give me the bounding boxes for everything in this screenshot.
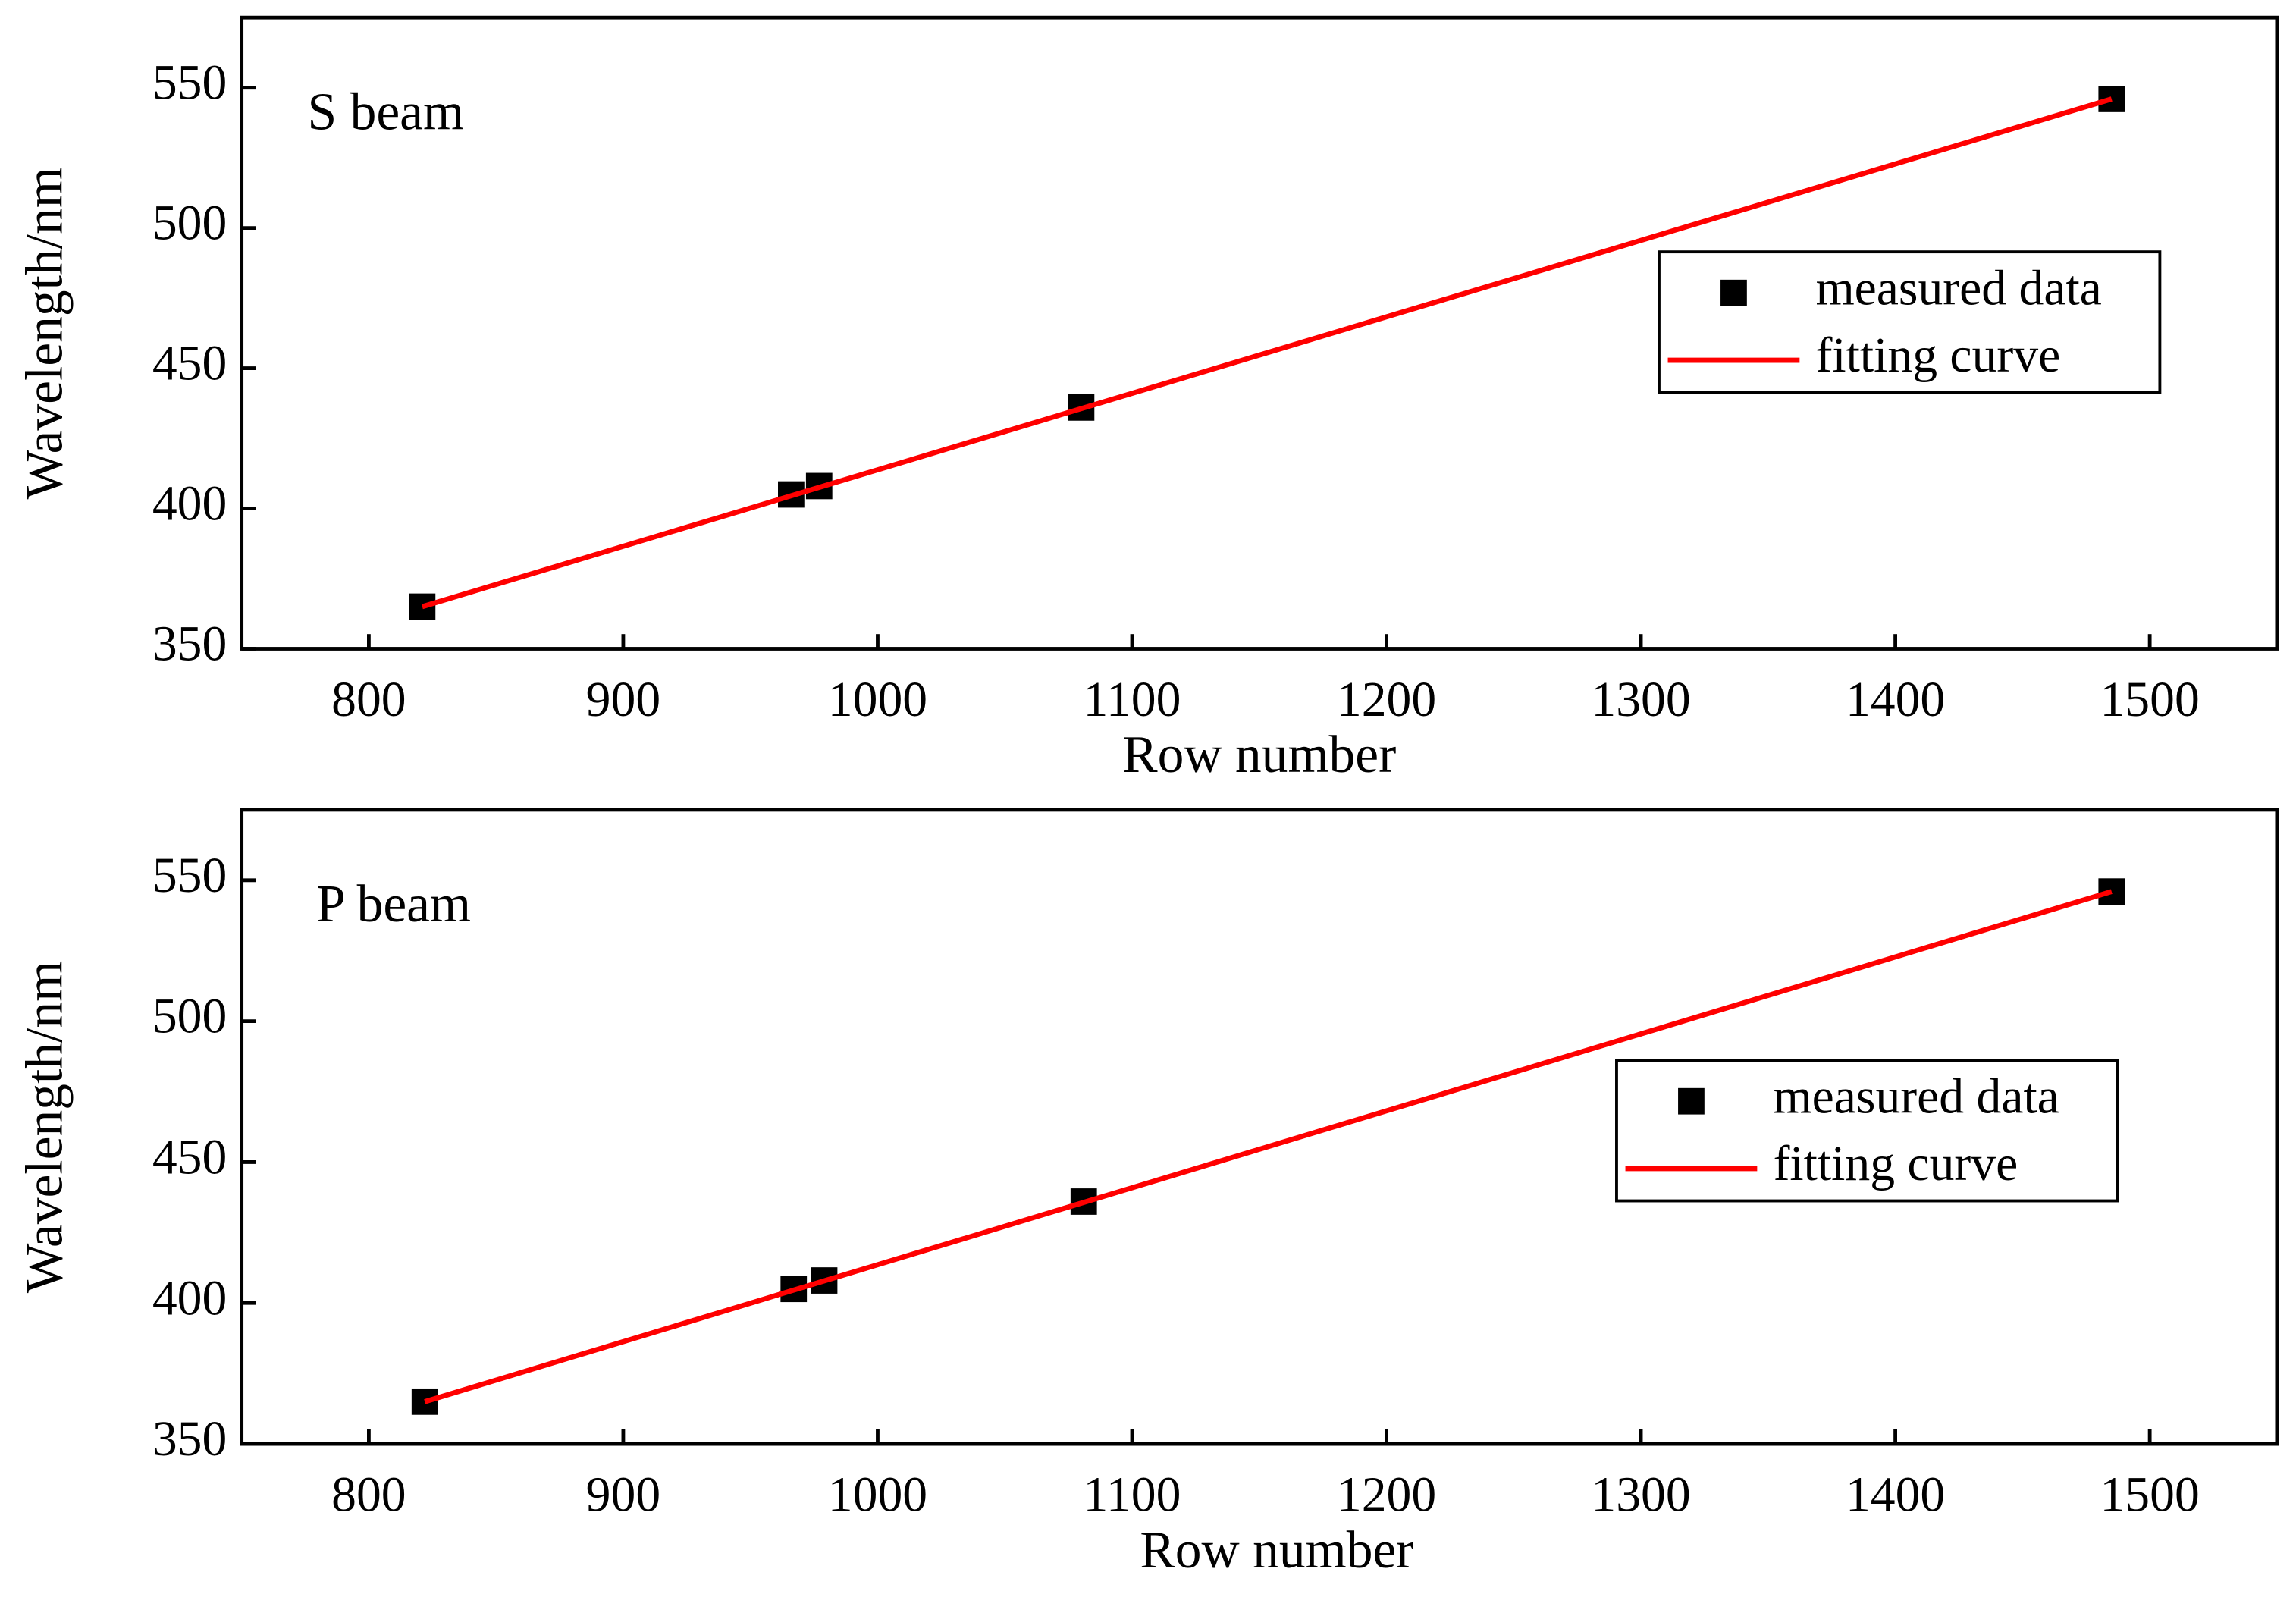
y-tick-label: 350 (152, 1411, 227, 1467)
panel-annotation: S beam (308, 83, 465, 141)
x-tick-label: 1000 (828, 672, 927, 727)
legend: measured data fitting curve (1658, 250, 2162, 394)
panel-annotation: P beam (316, 875, 471, 934)
fit-line (421, 96, 2113, 610)
legend: measured data fitting curve (1615, 1059, 2119, 1203)
x-axis-title: Row number (1140, 1521, 1413, 1580)
y-tick-label: 550 (152, 55, 227, 111)
y-tick-label: 400 (152, 1270, 227, 1326)
x-tick-label: 900 (586, 1467, 660, 1523)
x-axis-title: Row number (1122, 726, 1396, 784)
x-tick-label: 800 (331, 672, 406, 727)
y-tick-label: 450 (152, 336, 227, 391)
x-tick-label: 1100 (1084, 1467, 1181, 1523)
x-tick-label: 1400 (1846, 672, 1945, 727)
data-point (411, 1388, 438, 1415)
plot-frame (240, 808, 2279, 1446)
y-tick-label: 450 (152, 1130, 227, 1185)
x-tick-label: 1200 (1337, 1467, 1436, 1523)
y-axis-title: Wavelength/nm (16, 961, 74, 1293)
x-tick-label: 800 (331, 1467, 406, 1523)
x-tick-label: 1500 (2100, 1467, 2199, 1523)
y-tick-label: 350 (152, 617, 227, 672)
y-tick-label: 500 (152, 989, 227, 1044)
x-tick-label: 1000 (828, 1467, 927, 1523)
x-tick-label: 1400 (1846, 1467, 1945, 1523)
legend-label: fitting curve (1774, 1136, 2018, 1191)
x-tick-label: 1500 (2100, 672, 2199, 727)
legend-box (1615, 1059, 2119, 1203)
legend-label: measured data (1774, 1068, 2059, 1124)
y-tick-label: 500 (152, 196, 227, 251)
legend-swatch (1720, 279, 1747, 306)
fit-line (424, 889, 2113, 1404)
panel: 800 900 1000 1100 1200 1300 1400 1500 350 400 450 5… (16, 808, 2279, 1580)
x-tick-label: 900 (586, 672, 660, 727)
x-tick-label: 1100 (1084, 672, 1181, 727)
legend-swatch (1678, 1087, 1705, 1115)
y-tick-label: 550 (152, 848, 227, 903)
x-tick-label: 1200 (1337, 672, 1436, 727)
x-tick-label: 1300 (1591, 672, 1690, 727)
x-tick-label: 1300 (1591, 1467, 1690, 1523)
plot-frame (240, 15, 2279, 651)
legend-box (1658, 250, 2162, 394)
legend-label: fitting curve (1816, 328, 2061, 383)
y-axis-title: Wavelength/nm (16, 167, 74, 499)
legend-label: measured data (1816, 260, 2102, 315)
y-tick-label: 400 (152, 476, 227, 532)
panel: 800 900 1000 1100 1200 1300 1400 1500 350 400 450 5… (16, 15, 2279, 784)
